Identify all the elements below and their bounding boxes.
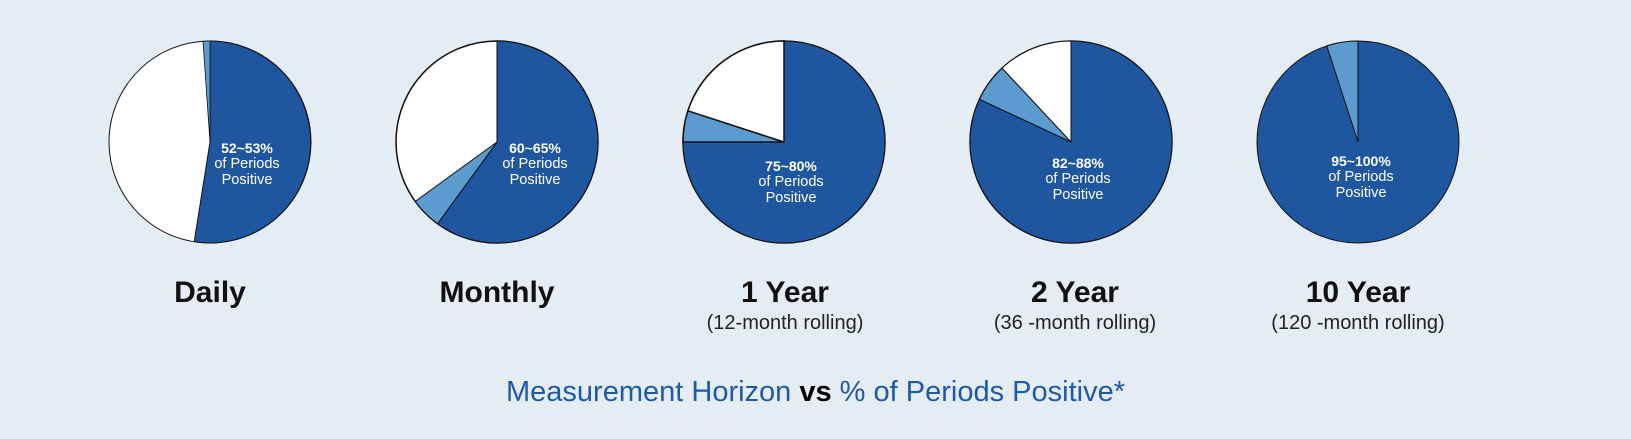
title-part2: % of Periods Positive*: [831, 376, 1125, 408]
title-part1: Measurement Horizon: [506, 376, 800, 408]
caption-title: 1 Year: [741, 276, 829, 309]
pie-1-year-label: 75~80% of Periods Positive: [758, 158, 824, 206]
pie-2-year: [969, 40, 1173, 244]
caption-monthly: Monthly: [367, 276, 627, 310]
pie-daily: [108, 40, 312, 244]
pie-daily-svg: [108, 40, 312, 244]
caption-subtitle: (36 -month rolling): [993, 312, 1157, 334]
chart-title: Measurement Horizon vs % of Periods Posi…: [0, 376, 1631, 409]
pie-1-year: [682, 40, 886, 244]
pie-monthly-label: 60~65% of Periods Positive: [502, 140, 568, 188]
caption-10-year: 10 Year (120 -month rolling): [1228, 276, 1488, 336]
pie-1-year-svg: [682, 40, 886, 244]
pie-10-year: [1256, 40, 1460, 244]
pie-2-year-label: 82~88% of Periods Positive: [1045, 155, 1111, 203]
caption-subtitle: (120 -month rolling): [1271, 312, 1445, 334]
caption-daily: Daily: [80, 276, 340, 310]
pie-monthly-svg: [395, 40, 599, 244]
caption-title: 2 Year: [1031, 276, 1119, 309]
pie-monthly: [395, 40, 599, 244]
caption-title: 10 Year: [1305, 276, 1411, 309]
caption-title: Monthly: [439, 276, 555, 309]
pie-2-year-svg: [969, 40, 1173, 244]
caption-title: Daily: [174, 276, 246, 309]
pie-daily-label: 52~53% of Periods Positive: [214, 140, 280, 188]
title-vs: vs: [799, 376, 832, 408]
pie-10-year-label: 95~100% of Periods Positive: [1328, 153, 1394, 201]
caption-1-year: 1 Year (12-month rolling): [655, 276, 915, 336]
caption-2-year: 2 Year (36 -month rolling): [945, 276, 1205, 336]
caption-subtitle: (12-month rolling): [706, 312, 864, 334]
pie-10-year-svg: [1256, 40, 1460, 244]
